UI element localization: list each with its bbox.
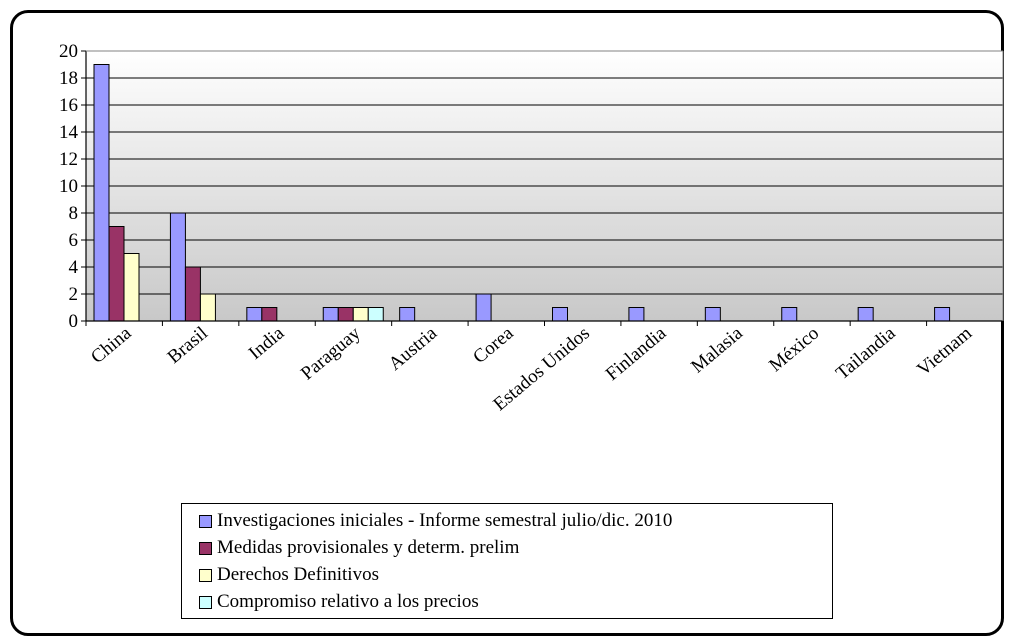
legend-item: Derechos Definitivos [199,563,379,587]
bar [93,64,110,322]
bar [337,307,354,322]
x-tick-label: Brasil [164,323,212,368]
bar [399,307,416,322]
x-tick-label: Malasia [687,322,747,377]
legend-swatch [199,541,212,555]
legend-label: Medidas provisionales y determ. prelim [217,537,520,558]
bar [781,307,798,322]
bar [169,212,186,322]
bar [475,293,492,322]
y-tick-label: 4 [69,257,79,278]
y-tick-label: 14 [59,122,79,143]
x-tick-label: China [87,322,136,368]
legend-item: Medidas provisionales y determ. prelim [199,536,519,560]
y-tick-label: 10 [59,176,78,197]
bar [184,266,201,322]
legend-label: Investigaciones iniciales - Informe seme… [217,510,673,531]
x-tick-label: India [245,322,289,364]
legend-swatch [199,568,212,582]
y-tick-label: 18 [59,68,78,89]
bar [934,307,951,322]
legend-item: Investigaciones iniciales - Informe seme… [199,509,672,533]
legend-label: Compromiso relativo a los precios [217,591,479,612]
y-tick-label: 6 [69,230,79,251]
x-tick-label: Finlandia [602,322,671,385]
bar [352,307,369,322]
bar [552,307,568,322]
legend: Investigaciones iniciales - Informe seme… [181,503,833,619]
bar [628,307,645,322]
bar [704,307,721,322]
y-tick-label: 12 [59,149,78,170]
y-tick-label: 2 [69,284,79,305]
y-tick-label: 20 [59,41,78,62]
y-tick-label: 0 [69,311,79,332]
y-tick-label: 8 [69,203,79,224]
bar [322,307,339,322]
x-tick-label: Vietnam [913,323,976,381]
x-tick-label: México [765,323,823,376]
x-tick-label: Austria [385,322,442,374]
bar [857,307,874,322]
bar [367,307,384,322]
legend-item: Compromiso relativo a los precios [199,590,479,614]
y-tick-label: 16 [59,95,78,116]
x-tick-label: Corea [469,322,518,368]
bar [261,307,278,322]
x-tick-label: Tailandia [832,322,900,384]
bar [123,253,140,322]
legend-swatch [199,514,212,528]
bar [108,226,125,322]
legend-swatch [199,595,212,609]
x-tick-label: Paraguay [297,322,365,384]
legend-label: Derechos Definitivos [217,564,379,585]
bar [199,293,216,322]
bar [246,307,263,322]
